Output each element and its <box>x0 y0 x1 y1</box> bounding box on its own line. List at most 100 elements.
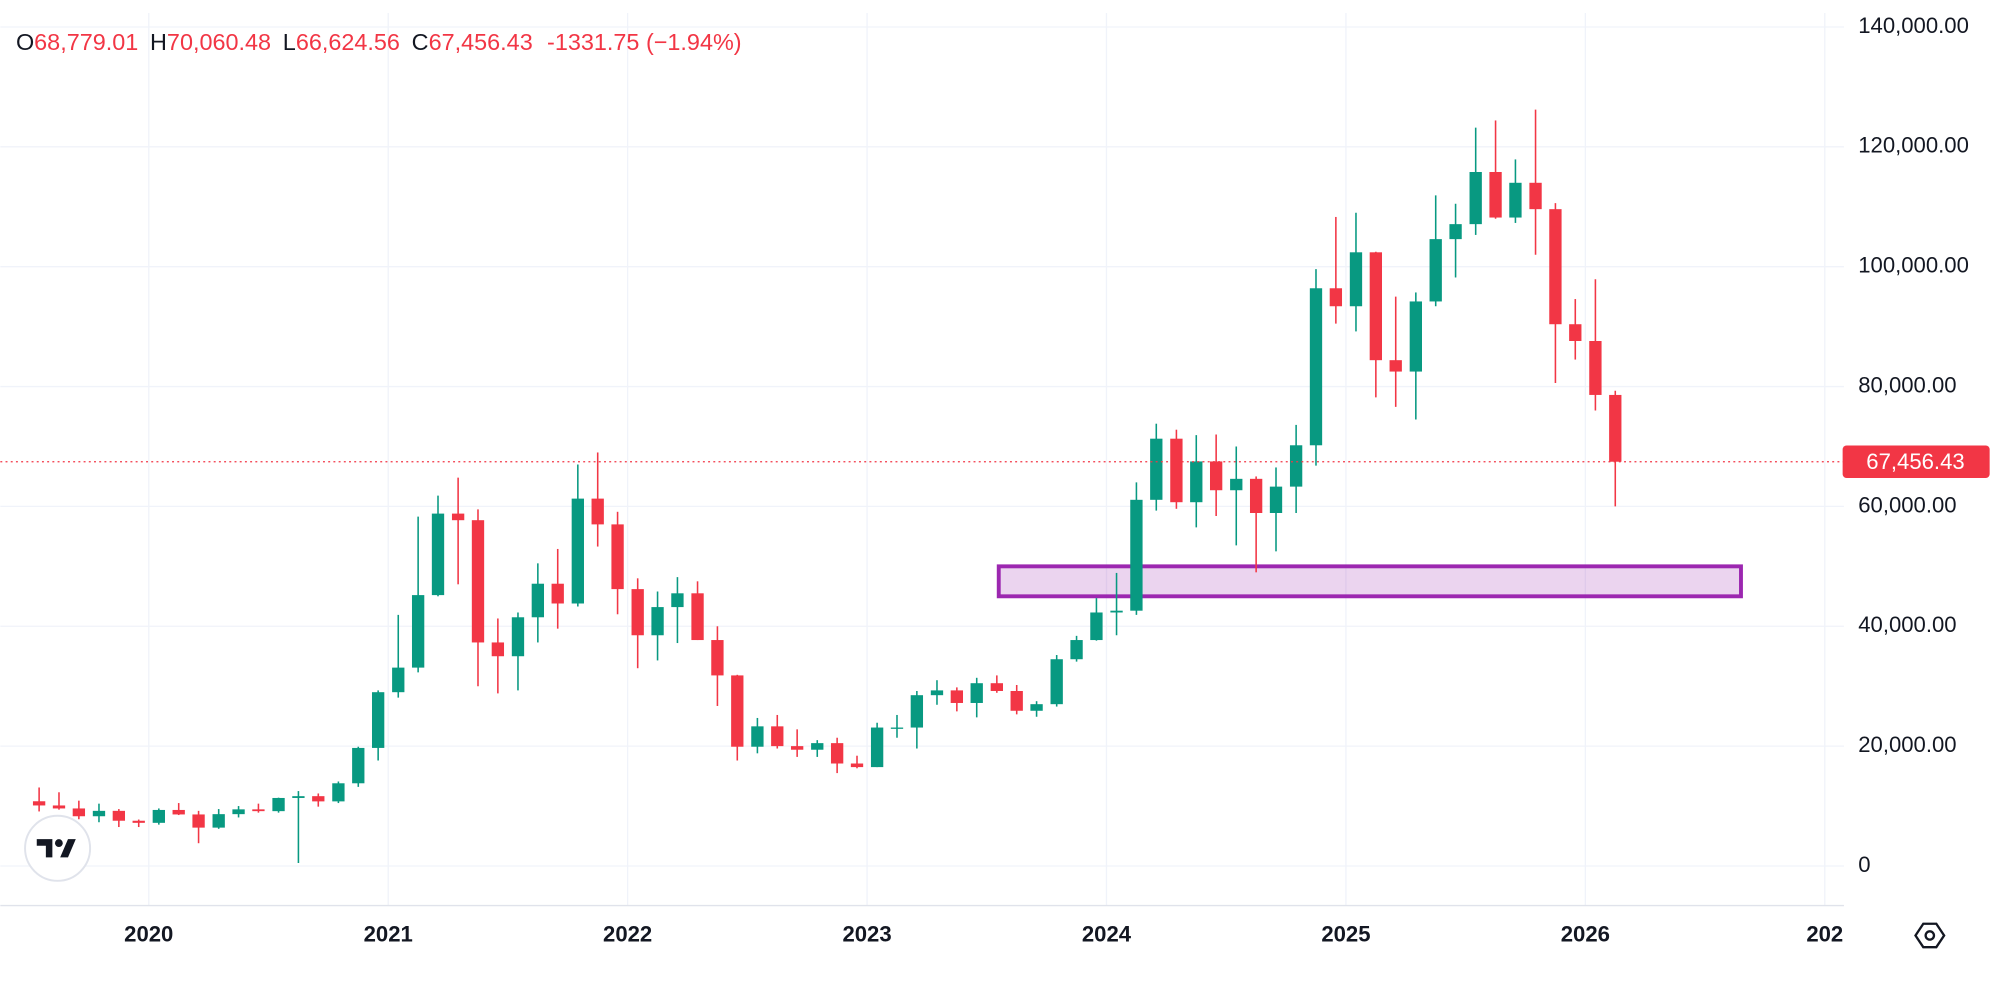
candle-body <box>72 808 86 817</box>
grid <box>0 13 1844 906</box>
x-tick-label: 2021 <box>364 921 413 946</box>
candle-body <box>1309 288 1323 446</box>
tradingview-logo[interactable] <box>24 814 92 882</box>
candle-body <box>352 747 365 784</box>
candle-body <box>172 809 185 815</box>
candle-body <box>850 763 864 768</box>
y-tick-label: 100,000.00 <box>1858 253 1969 278</box>
y-tick-label: 140,000.00 <box>1858 13 1969 38</box>
candle-body <box>1489 171 1502 218</box>
candle-body <box>1170 438 1183 503</box>
candle-body <box>252 809 265 812</box>
candle-body <box>112 810 126 821</box>
candle-body <box>152 809 165 823</box>
candle-body <box>392 667 405 693</box>
x-tick-label: 2026 <box>1561 921 1610 946</box>
candle-body <box>990 683 1003 691</box>
marks <box>0 109 1844 863</box>
header-value: 66,624.56 <box>296 29 400 55</box>
candle-body <box>232 809 245 815</box>
candle-body <box>52 805 66 809</box>
candle-body <box>1589 341 1602 395</box>
candle-body <box>1469 171 1482 225</box>
y-tick-label: 40,000.00 <box>1858 612 1956 637</box>
candle-body <box>1050 659 1063 705</box>
candle-body <box>1010 690 1023 711</box>
candle-body <box>1509 182 1522 218</box>
price-zone <box>996 564 1743 599</box>
candle-body <box>312 796 325 802</box>
candle-body <box>671 593 684 608</box>
candle-body <box>531 583 545 618</box>
candle-body <box>192 814 205 828</box>
candle-body <box>1409 301 1422 372</box>
settings-icon[interactable] <box>1914 922 1946 949</box>
candle-body <box>431 513 445 596</box>
candle-body <box>1150 438 1163 500</box>
candle-body <box>1070 640 1083 660</box>
candle-body <box>1289 445 1303 487</box>
y-tick-label: 120,000.00 <box>1858 133 1969 158</box>
candle-body <box>591 498 604 525</box>
candle-body <box>1269 486 1283 513</box>
candle-body <box>950 690 964 703</box>
candle-body <box>1249 478 1263 513</box>
candle-body <box>92 810 106 817</box>
candle-body <box>371 692 385 748</box>
candle-body <box>790 746 804 750</box>
candle-body <box>1190 461 1203 503</box>
candle-body <box>32 801 46 806</box>
candle-body <box>1389 360 1402 372</box>
candle-body <box>691 593 704 641</box>
last-price-label: 67,456.43 <box>1866 449 1964 474</box>
y-tick-label: 80,000.00 <box>1858 372 1956 397</box>
candle-body <box>471 520 485 643</box>
y-tick-label: 20,000.00 <box>1858 732 1956 757</box>
candle-body <box>771 726 784 747</box>
header-key: O <box>16 29 34 55</box>
candle-body <box>212 814 225 828</box>
candle-body <box>711 640 724 676</box>
candle-body <box>1110 610 1123 613</box>
x-tick-label: 2023 <box>842 921 891 946</box>
candle-body <box>890 727 904 729</box>
header-key: C <box>412 29 429 55</box>
candle-body <box>751 726 764 747</box>
candle-body <box>1609 394 1622 462</box>
candle-body <box>451 513 465 521</box>
candle-body <box>1349 252 1363 307</box>
candle-body <box>1529 182 1542 210</box>
x-tick-label: 202 <box>1806 921 1843 946</box>
logo-circle[interactable] <box>24 814 92 882</box>
candle-body <box>1209 461 1223 491</box>
ohlc-header: O68,779.01 H70,060.48 L66,624.56 C67,456… <box>16 29 742 55</box>
header-value: 67,456.43 <box>429 29 533 55</box>
candle-body <box>411 595 425 668</box>
candle-body <box>1090 612 1103 641</box>
logo-dot[interactable] <box>54 839 63 847</box>
candle-body <box>870 727 884 768</box>
settings-button[interactable] <box>1914 922 1946 949</box>
candle-body <box>1030 704 1043 711</box>
candle-body <box>910 695 924 728</box>
candle-body <box>830 743 844 764</box>
last-price-tag <box>1842 445 1990 478</box>
logo-mark[interactable] <box>36 839 76 858</box>
candle-body <box>1130 499 1143 611</box>
candle-body <box>970 683 983 703</box>
settings-dot[interactable] <box>1924 930 1936 941</box>
candle-body <box>272 797 285 812</box>
candle-body <box>631 589 644 636</box>
candle-body <box>292 796 305 798</box>
y-tick-label: 60,000.00 <box>1858 492 1956 517</box>
x-tick-label: 2020 <box>124 921 173 946</box>
y-tick-label: 0 <box>1858 852 1870 877</box>
candle-body <box>1369 252 1383 361</box>
candle-body <box>1569 324 1582 342</box>
candle-body <box>132 820 145 823</box>
candle-body <box>491 642 505 657</box>
candle-body <box>571 498 584 604</box>
